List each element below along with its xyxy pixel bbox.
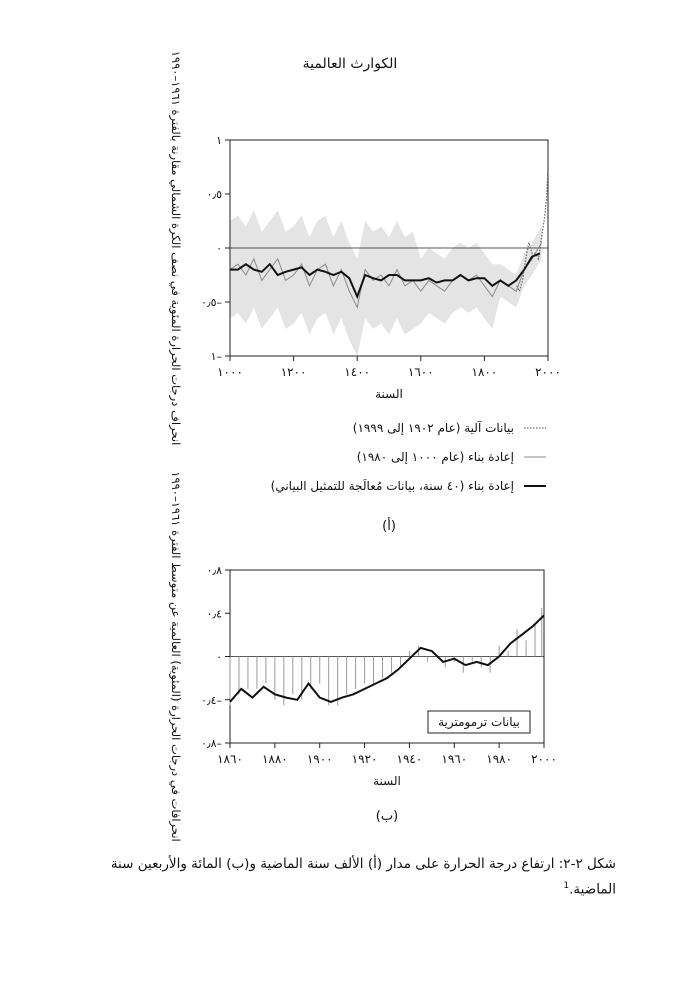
figure-caption: شكل ٢-٢: ارتفاع درجة الحرارة على مدار (أ… <box>88 853 616 901</box>
footnote-mark: 1 <box>563 881 570 891</box>
x-axis-label-b: السنة <box>373 774 401 788</box>
caption-text: شكل ٢-٢: ارتفاع درجة الحرارة على مدار (أ… <box>110 856 616 898</box>
legend-label-2: إعادة بناء (٤٠ سنة، بيانات مُعالَجة للتم… <box>271 478 514 493</box>
y-tick-label-a-4: ١– <box>211 350 222 363</box>
x-tick-label-b-4: ١٩٤٠ <box>397 752 423 766</box>
y-tick-label-b-0: ٠٫٨ <box>207 564 222 577</box>
uncertainty-band <box>230 210 542 356</box>
y-axis-label-a: انحراف درجات الحرارة المئوية في نصف الكر… <box>168 51 183 446</box>
y-tick-label-b-3: ٠٫٤– <box>201 694 222 707</box>
annotation-box <box>427 710 531 734</box>
series-line-a-2 <box>230 252 541 300</box>
annotation-label: بيانات ترمومترية <box>438 715 520 730</box>
panel-label-a: (أ) <box>382 517 396 534</box>
y-tick-label-b-2: ٠ <box>216 651 222 664</box>
x-axis-label-a: السنة <box>375 387 403 401</box>
y-tick-label-a-1: ٠٫٥ <box>207 188 222 201</box>
y-axis-label-b: انحرافات في درجات الحرارة (المئوية) العا… <box>168 471 183 841</box>
y-tick-label-a-0: ١ <box>216 134 222 147</box>
x-tick-label-a-2: ١٤٠٠ <box>344 365 370 379</box>
y-tick-label-b-1: ٠٫٤ <box>207 607 222 620</box>
x-tick-label-b-2: ١٩٠٠ <box>307 752 333 766</box>
x-tick-label-a-1: ١٢٠٠ <box>281 365 307 379</box>
panel-label-b: (ب) <box>376 809 398 824</box>
x-tick-label-a-5: ٢٠٠٠ <box>535 365 561 379</box>
series-line-b-0 <box>229 614 545 703</box>
x-tick-label-b-7: ٢٠٠٠ <box>531 752 557 766</box>
y-tick-label-b-4: ٠٫٨– <box>201 737 222 750</box>
x-tick-label-b-0: ١٨٦٠ <box>217 752 243 766</box>
series-line-a-1 <box>229 242 543 309</box>
series-line-a-0 <box>516 172 549 293</box>
x-tick-label-a-0: ١٠٠٠ <box>217 365 243 379</box>
x-tick-label-b-5: ١٩٦٠ <box>441 752 467 766</box>
x-tick-label-b-3: ١٩٢٠ <box>352 752 378 766</box>
legend-label-1: إعادة بناء (عام ١٠٠٠ إلى ١٩٨٠) <box>357 450 514 464</box>
x-tick-label-a-4: ١٨٠٠ <box>472 365 498 379</box>
y-tick-label-a-3: ٠٫٥– <box>201 296 222 309</box>
legend-label-0: بيانات آلية (عام ١٩٠٢ إلى ١٩٩٩) <box>353 420 514 435</box>
page-header: الكوارث العالمية <box>302 56 398 72</box>
x-tick-label-b-6: ١٩٨٠ <box>486 752 512 766</box>
x-tick-label-b-1: ١٨٨٠ <box>262 752 288 766</box>
y-tick-label-a-2: ٠ <box>216 242 222 255</box>
x-tick-label-a-3: ١٦٠٠ <box>408 365 434 379</box>
